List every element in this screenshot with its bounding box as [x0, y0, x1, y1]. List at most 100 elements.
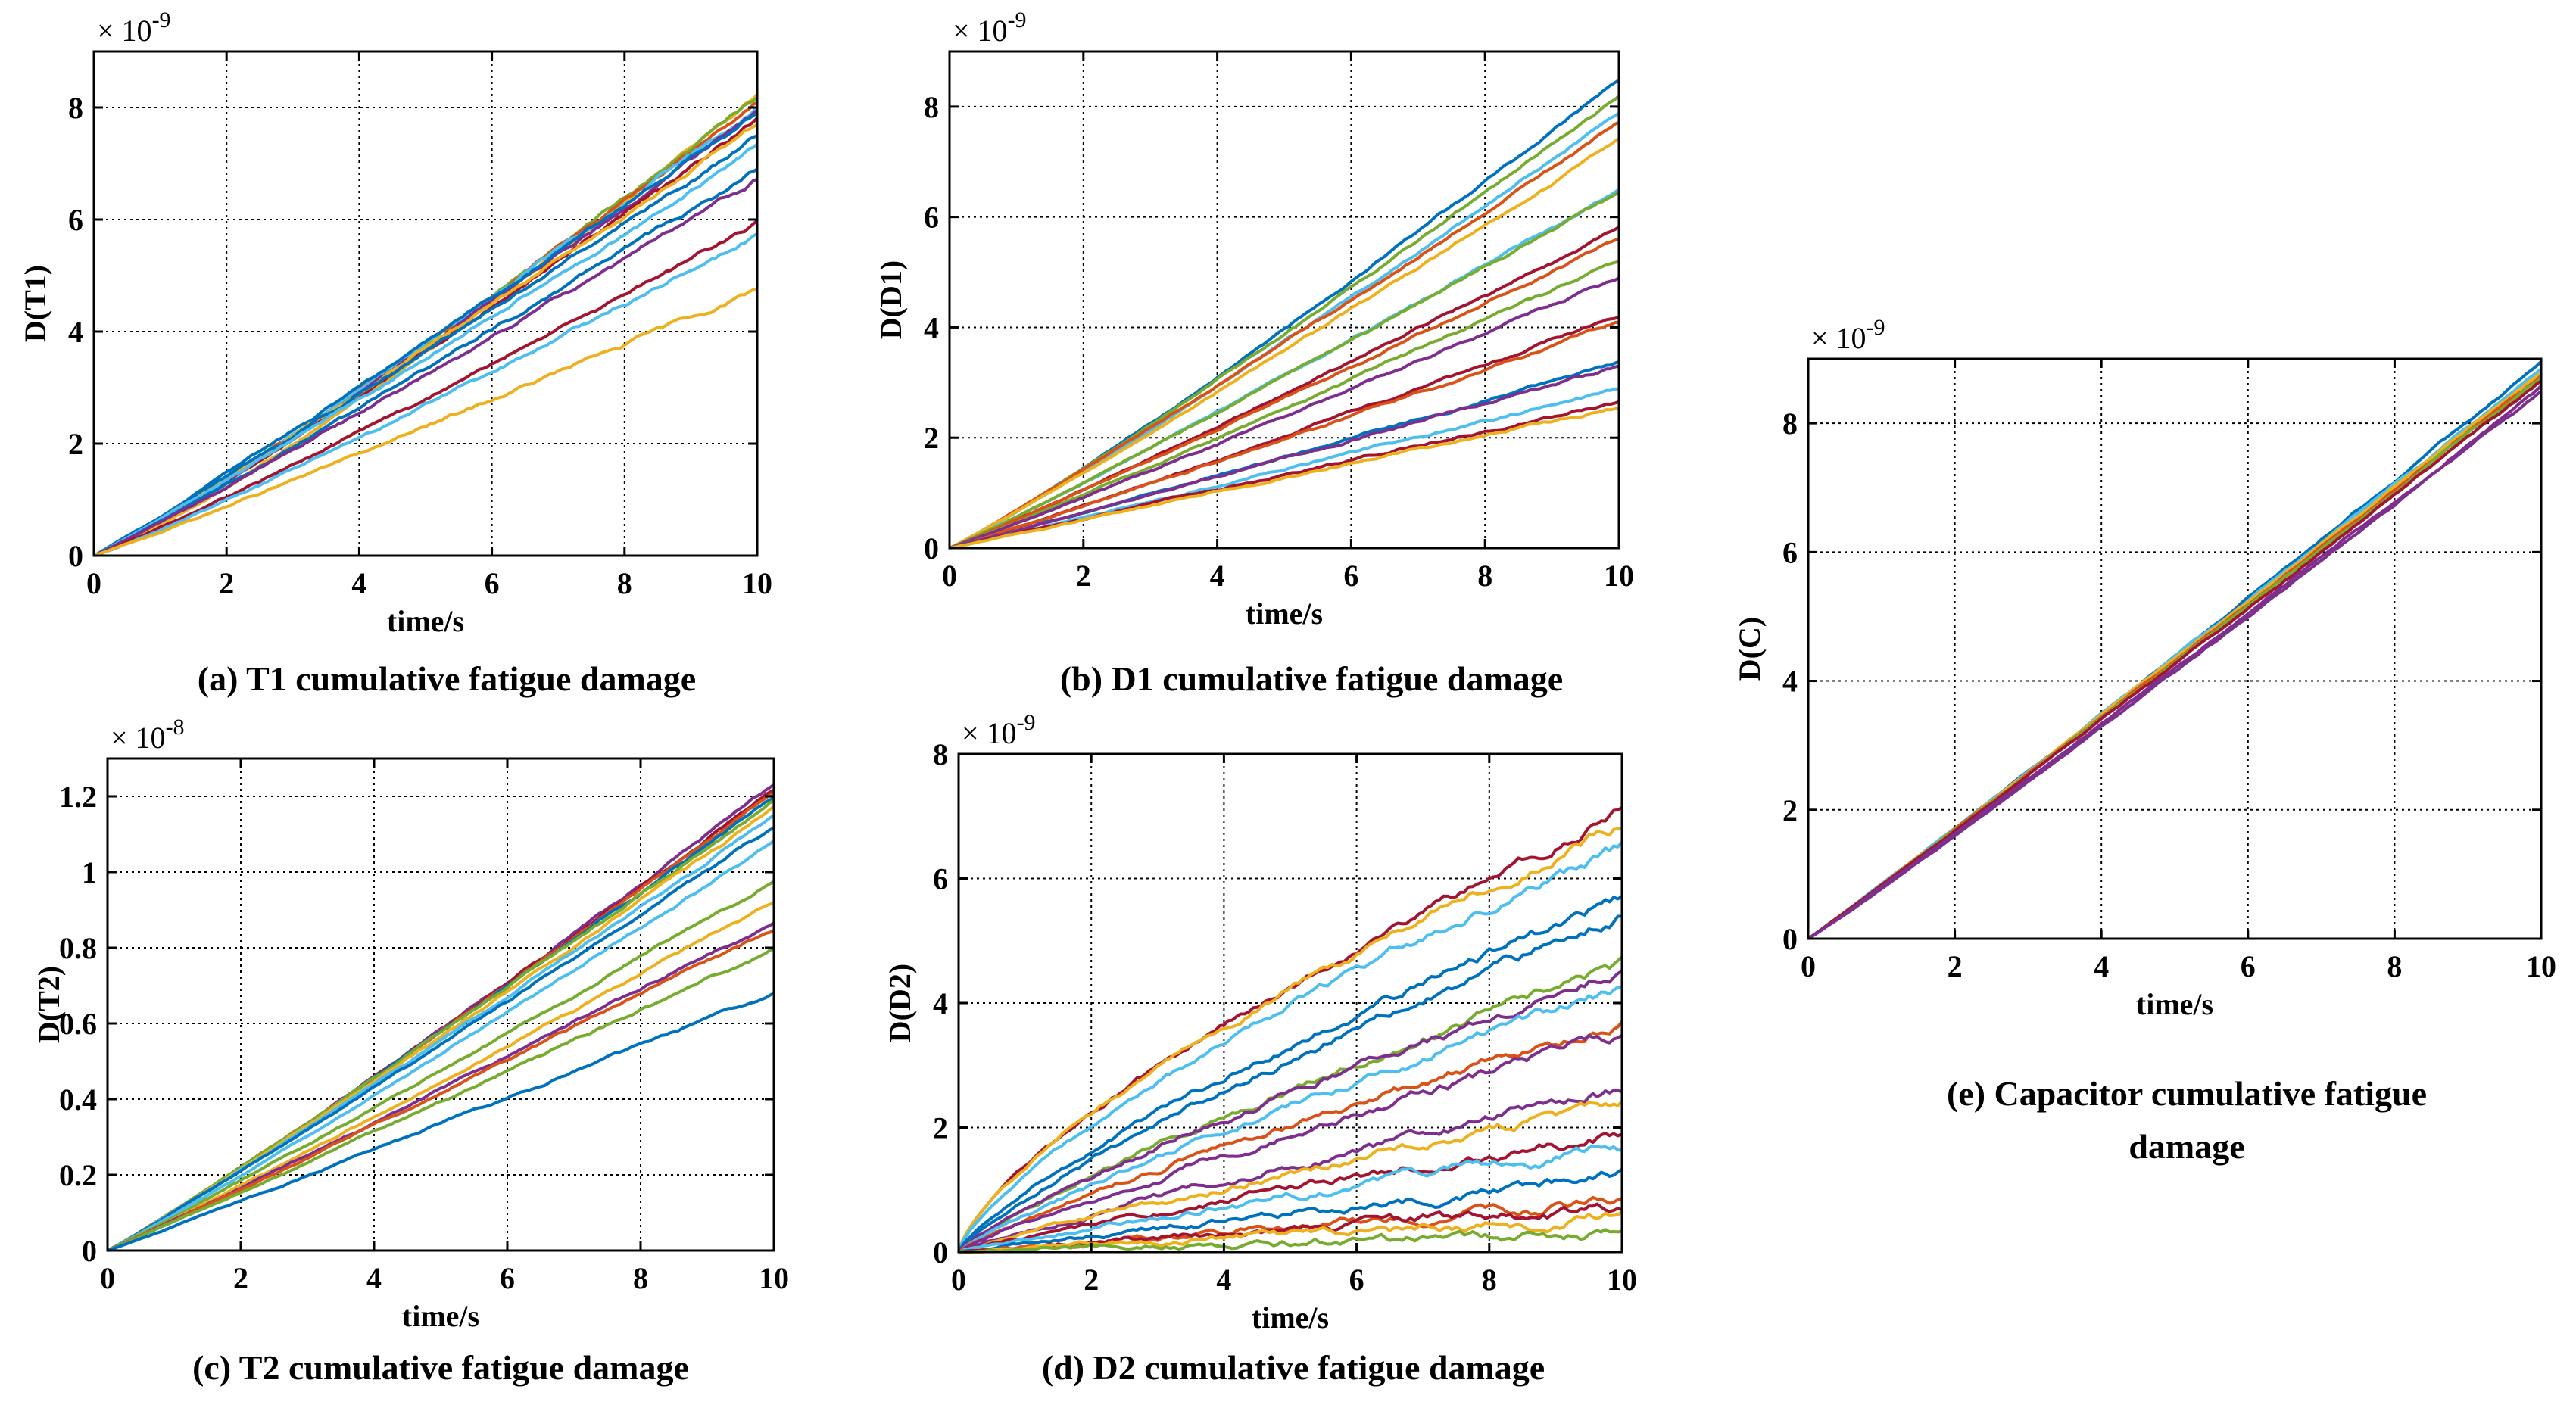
series-line-15: [107, 992, 775, 1252]
series-line-6: [1807, 379, 2543, 940]
x-tick-label: 8: [1482, 1263, 1497, 1297]
x-tick-label: 2: [219, 566, 234, 600]
series-line-19: [959, 1228, 1623, 1254]
y-axis-label: D(T1): [18, 265, 52, 342]
axes-box: [106, 757, 775, 1252]
panel-a: 0 2 4 6 8 10 0 2 4 6 8 × 10-9 time/s D(T1) (a) T1 cumu…: [18, 8, 772, 698]
panel-caption: (b) D1 cumulative fatigue damage: [1060, 659, 1563, 698]
series-line-8: [107, 827, 775, 1252]
plot-area: [108, 759, 774, 1251]
y-tick-label: 0.8: [59, 931, 97, 965]
y-tick-label: 0.6: [59, 1007, 97, 1041]
y-tick-label: 6: [933, 862, 948, 896]
y-tick-label: 0.4: [59, 1082, 97, 1117]
y-tick-label: 2: [1782, 793, 1798, 827]
y-tick-label: 6: [1782, 535, 1798, 569]
x-tick-label: 6: [1343, 559, 1358, 593]
y-axis-label: D(D1): [874, 260, 908, 339]
y-tick-label: 0: [1782, 922, 1798, 956]
plot-area: [94, 51, 757, 556]
x-tick-label: 2: [1076, 559, 1091, 593]
series-line-11: [93, 167, 759, 557]
x-tick-label: 8: [1477, 559, 1492, 593]
y-tick-label: 8: [933, 737, 948, 771]
series-line-11: [949, 276, 1620, 550]
series-line-10: [107, 880, 775, 1252]
series-line-3: [957, 841, 1623, 1253]
y-tick-label: 0: [924, 531, 939, 565]
y-tick-label: 0: [68, 539, 83, 573]
x-tick-label: 0: [951, 1263, 966, 1297]
series-line-4: [957, 895, 1623, 1254]
y-exponent-label: × 10-9: [1811, 315, 1885, 355]
x-tick-label: 2: [1084, 1263, 1099, 1297]
x-tick-label: 4: [1216, 1263, 1231, 1297]
x-tick-label: 8: [2387, 949, 2402, 983]
series-line-5: [107, 799, 775, 1252]
series-line-14: [93, 232, 758, 557]
x-tick-label: 4: [2094, 949, 2109, 983]
y-tick-label: 0: [82, 1234, 97, 1268]
y-tick-label: 4: [68, 315, 83, 349]
y-exponent-label: × 10-9: [953, 8, 1027, 48]
series-line-9: [957, 1020, 1623, 1254]
panel-caption: (e) Capacitor cumulative fatigue damage: [1947, 1074, 2427, 1166]
x-tick-label: 2: [233, 1261, 248, 1295]
series-line-11: [958, 1089, 1623, 1254]
y-tick-label: 2: [933, 1111, 948, 1145]
x-tick-label: 2: [1948, 949, 1963, 983]
x-tick-label: 0: [1801, 949, 1816, 983]
x-tick-label: 0: [86, 566, 101, 600]
x-tick-label: 6: [485, 566, 500, 600]
y-tick-label: 6: [68, 203, 83, 237]
x-tick-label: 6: [2241, 949, 2256, 983]
x-tick-label: 0: [100, 1261, 115, 1295]
x-tick-label: 10: [742, 566, 772, 600]
series-line-10: [949, 260, 1620, 550]
series-line-7: [949, 192, 1620, 550]
y-tick-label: 0: [933, 1235, 948, 1269]
series-line-9: [949, 237, 1620, 550]
series-line-13: [107, 929, 775, 1252]
axes-box: [92, 50, 759, 557]
plot-area: [950, 51, 1619, 548]
y-tick-label: 4: [924, 310, 939, 344]
series-line-10: [93, 142, 759, 557]
y-tick-label: 8: [1782, 407, 1798, 441]
series-line-10: [957, 1033, 1623, 1254]
series-line-8: [1807, 390, 2543, 940]
series-line-15: [93, 288, 758, 557]
series-line-18: [949, 407, 1620, 550]
x-axis-label: time/s: [2136, 987, 2213, 1021]
series-line-13: [93, 220, 759, 557]
series-line-14: [107, 948, 775, 1252]
x-tick-label: 0: [942, 559, 957, 593]
y-exponent-label: × 10-8: [111, 715, 185, 755]
x-tick-label: 4: [351, 566, 366, 600]
y-tick-label: 2: [68, 427, 83, 461]
y-tick-label: 2: [924, 421, 939, 455]
y-tick-label: 6: [924, 201, 939, 235]
x-tick-label: 6: [500, 1261, 515, 1295]
x-axis-label: time/s: [1246, 597, 1323, 631]
series-line-13: [949, 320, 1620, 550]
series-line-8: [957, 986, 1623, 1254]
x-tick-label: 4: [1210, 559, 1225, 593]
panel-caption: (d) D2 cumulative fatigue damage: [1042, 1348, 1545, 1387]
panel-caption: (c) T2 cumulative fatigue damage: [192, 1348, 689, 1387]
x-tick-label: 10: [1604, 559, 1634, 593]
y-tick-label: 1: [82, 855, 97, 889]
y-exponent-label: × 10-9: [962, 710, 1036, 750]
series-line-7: [957, 970, 1623, 1254]
series-line-9: [93, 134, 758, 557]
series-line-14: [958, 1144, 1623, 1254]
y-exponent-label: × 10-9: [97, 8, 171, 48]
y-tick-label: 8: [68, 91, 83, 125]
panel-e: 0 2 4 6 8 10 0 2 4 6 8 × 10-9 time/s D(C) (e) Capacito…: [1732, 315, 2556, 1166]
x-tick-label: 8: [617, 566, 632, 600]
y-tick-label: 1.2: [59, 780, 97, 814]
series-line-15: [949, 364, 1620, 550]
x-axis-label: time/s: [387, 604, 464, 638]
x-axis-label: time/s: [1252, 1301, 1329, 1335]
